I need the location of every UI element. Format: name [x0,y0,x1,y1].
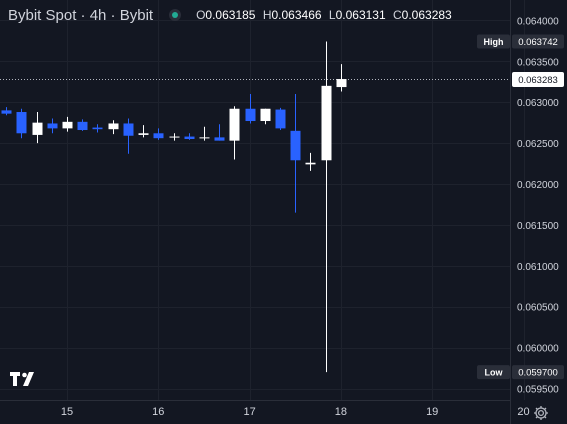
candle [47,118,58,134]
candle [214,124,225,141]
candle [153,128,164,140]
time-tick-label: 17 [243,406,255,418]
candles [1,41,347,373]
high-marker-label-box [477,34,510,49]
candle-body [77,121,88,131]
candle-body [245,108,256,122]
candle [290,94,301,213]
close-key: C [393,8,402,22]
candle-body [1,110,12,114]
candle-body [16,112,27,134]
last-price-box [512,72,564,87]
high-key: H [262,8,272,22]
candle [123,118,134,154]
symbol-title[interactable]: Bybit Spot · 4h · Bybit [8,6,154,24]
high-marker-label: High [484,37,504,47]
candle-body [336,79,347,88]
low-marker-value-box [512,365,564,380]
candle-body [275,109,286,129]
price-tick-label: 0.060000 [517,344,559,355]
time-tick-label: 19 [426,406,438,418]
candle [16,108,27,139]
last-price-value: 0.063283 [518,75,558,86]
candle [229,106,240,160]
candle-body [32,122,43,135]
high-marker-value-box [512,34,564,49]
candle-body [184,136,195,140]
candle [32,112,43,144]
candle-body [92,127,103,130]
candle-body [47,123,58,129]
last-price-tag: 0.063283 [512,72,564,87]
candle-body [229,108,240,141]
time-axis: 15 16 17 18 19 20 [61,406,530,418]
candle-body [108,123,119,130]
low-value: 0.063131 [335,8,386,22]
candle [321,41,332,373]
low-key: L [328,8,336,22]
price-tick-label: 0.060500 [517,303,559,314]
candle-body [123,123,134,136]
high-value: 0.063466 [271,8,322,22]
price-tick-label: 0.063000 [517,98,559,109]
candle [169,133,180,141]
high-marker: High 0.063742 [477,34,564,49]
price-tick-label: 0.062500 [517,139,559,150]
candle [336,64,347,92]
candle-body [62,121,73,129]
candle-body [305,162,316,165]
price-tick-label: 0.063500 [517,57,559,68]
candle [1,107,12,116]
ohlc-values: O0.063185 H0.063466 L0.063131 C0.063283 [196,8,456,22]
candle [108,120,119,135]
candle [260,108,271,125]
price-tick-label: 0.061000 [517,262,559,273]
candle-body [199,137,210,139]
time-tick-label: 18 [335,406,347,418]
time-tick-label: 15 [61,406,73,418]
price-tick-label: 0.059500 [517,385,559,396]
close-value: 0.063283 [401,8,452,22]
candle [245,94,256,124]
candle-body [169,136,180,138]
candle [199,126,210,141]
high-marker-value: 0.063742 [518,37,558,48]
candle [92,124,103,133]
candle [305,152,316,171]
candle-body [290,130,301,161]
candle [184,133,195,140]
price-tick-label: 0.061500 [517,221,559,232]
candle-body [321,85,332,161]
low-marker-label: Low [485,368,504,378]
chart-legend-header: Bybit Spot · 4h · Bybit O0.063185 H0.063… [8,5,456,25]
candle [77,119,88,131]
open-value: 0.063185 [205,8,256,22]
price-tick-label: 0.062000 [517,180,559,191]
time-tick-label: 20 [517,406,529,418]
gear-icon[interactable] [533,405,549,421]
low-marker-label-box [477,365,510,380]
candle-body [260,108,271,122]
low-marker: Low 0.059700 [477,365,564,380]
market-status-dot-icon[interactable] [169,9,182,21]
candle [62,116,73,132]
grid-lines [0,0,525,400]
low-marker-value: 0.059700 [518,368,558,379]
candle-body [214,137,225,141]
tradingview-logo-icon[interactable] [9,370,37,388]
candle-body [138,133,149,135]
time-tick-label: 16 [152,406,164,418]
price-axis: 0.064000 0.063500 0.063000 0.062500 0.062000… [517,16,559,395]
candle [138,125,149,138]
price-tick-label: 0.064000 [517,16,559,27]
candle-body [153,133,164,139]
open-key: O [196,8,206,22]
candle [275,107,286,131]
